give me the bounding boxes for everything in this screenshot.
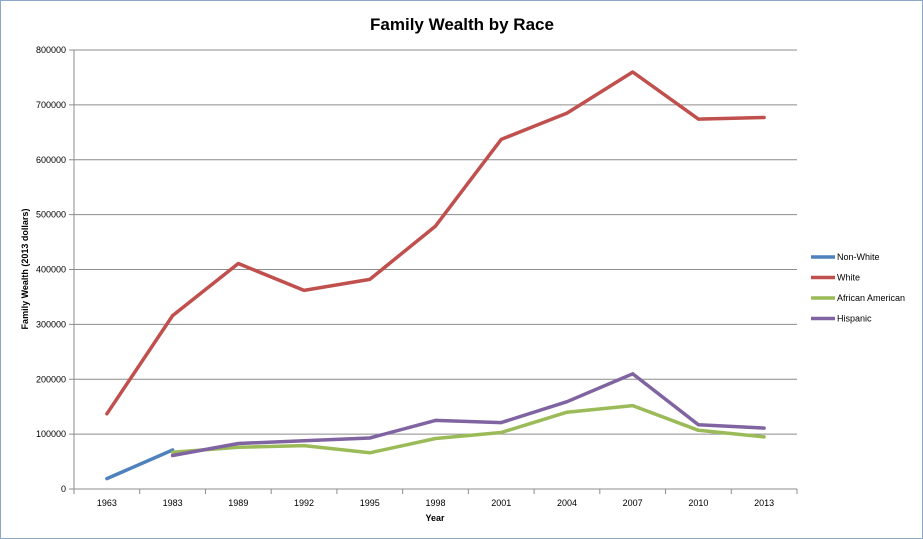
y-axis-title: Family Wealth (2013 dollars) — [20, 209, 30, 330]
y-tick-label: 800000 — [36, 45, 66, 55]
x-tick-label: 1989 — [228, 498, 248, 508]
series-line-white — [105, 70, 766, 416]
chart-title: Family Wealth by Race — [370, 15, 554, 34]
series-line-non-white — [105, 448, 175, 481]
y-tick-label: 400000 — [36, 265, 66, 275]
legend-label-white: White — [837, 273, 860, 283]
x-tick-label: 1992 — [294, 498, 314, 508]
x-tick-label: 1963 — [97, 498, 117, 508]
y-tick-label: 0 — [61, 484, 66, 494]
x-tick-label: 1983 — [163, 498, 183, 508]
x-tick-label: 2004 — [557, 498, 577, 508]
legend-label-non-white: Non-White — [837, 252, 880, 262]
x-tick-label: 2001 — [491, 498, 511, 508]
gridlines — [74, 49, 797, 435]
x-tick-label: 2013 — [754, 498, 774, 508]
series-line-african-american — [170, 403, 766, 455]
y-tick-label: 600000 — [36, 155, 66, 165]
y-tick-label: 700000 — [36, 100, 66, 110]
x-axis-ticks: 1963 1983 1989 1992 1995 1998 2001 2004 2007 2010… — [73, 489, 798, 508]
y-axis-ticks: 0 100000 200000 300000 400000 500000 600000 700… — [36, 45, 74, 494]
x-tick-label: 1995 — [360, 498, 380, 508]
y-tick-label: 500000 — [36, 210, 66, 220]
x-tick-label: 1998 — [425, 498, 445, 508]
y-tick-label: 200000 — [36, 374, 66, 384]
legend-label-african-american: African American — [837, 293, 905, 303]
legend: Non-White White African American Hispanic — [811, 252, 905, 324]
x-tick-label: 2007 — [623, 498, 643, 508]
y-tick-label: 100000 — [36, 429, 66, 439]
legend-label-hispanic: Hispanic — [837, 314, 872, 324]
series-lines — [105, 70, 766, 481]
x-axis-title: Year — [425, 513, 445, 523]
y-tick-label: 300000 — [36, 319, 66, 329]
x-tick-label: 2010 — [688, 498, 708, 508]
series-line-hispanic — [170, 372, 766, 458]
